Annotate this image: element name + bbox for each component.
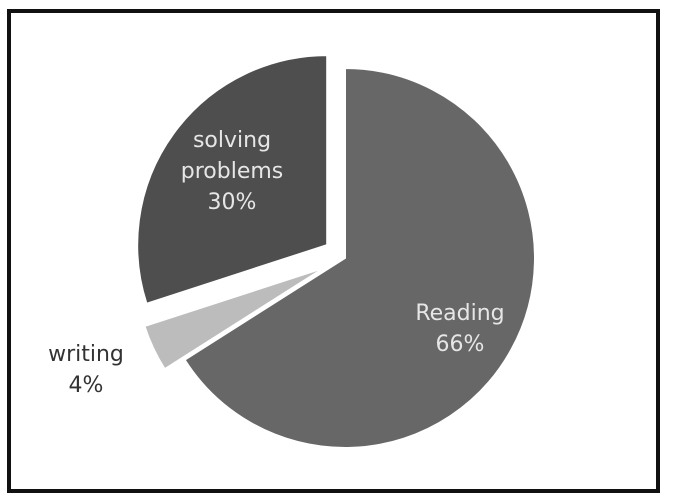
pie-slice-solving-problems — [136, 54, 329, 306]
pie-label-writing: writing 4% — [48, 342, 124, 398]
pie-label-solving-problems: solving problems 30% — [181, 128, 284, 215]
pie-slice-reading — [183, 66, 536, 449]
pie-value-label: 4% — [69, 373, 104, 398]
pie-slices — [136, 54, 536, 449]
pie-slice-writing — [143, 266, 326, 371]
pie-value-label: 30% — [208, 190, 257, 215]
pie-value-label: 66% — [436, 332, 485, 357]
pie-labels: Reading 66% writing 4% solving problems 30% — [48, 128, 505, 398]
pie-label-reading: Reading 66% — [415, 301, 504, 357]
